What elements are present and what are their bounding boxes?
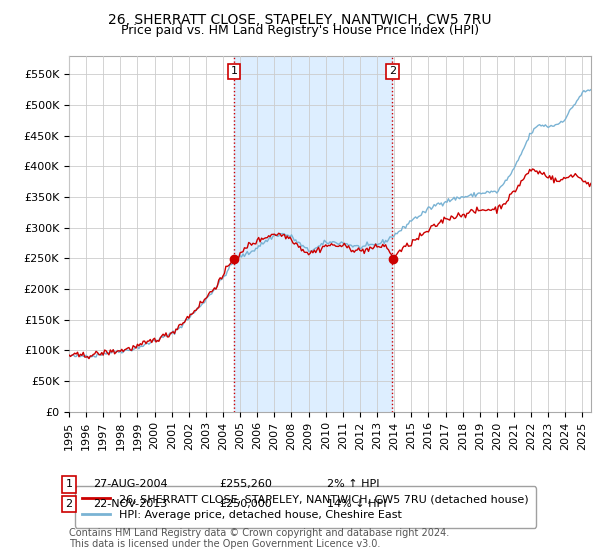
Text: £250,000: £250,000 — [219, 499, 272, 509]
Text: 26, SHERRATT CLOSE, STAPELEY, NANTWICH, CW5 7RU: 26, SHERRATT CLOSE, STAPELEY, NANTWICH, … — [108, 13, 492, 27]
Bar — [234, 56, 392, 412]
Legend: 26, SHERRATT CLOSE, STAPELEY, NANTWICH, CW5 7RU (detached house), HPI: Average p: 26, SHERRATT CLOSE, STAPELEY, NANTWICH, … — [74, 487, 536, 528]
Text: 2: 2 — [389, 66, 396, 76]
Text: 1: 1 — [230, 66, 238, 76]
Text: Contains HM Land Registry data © Crown copyright and database right 2024.
This d: Contains HM Land Registry data © Crown c… — [69, 528, 449, 549]
Text: 14% ↓ HPI: 14% ↓ HPI — [327, 499, 386, 509]
Text: 1: 1 — [65, 479, 73, 489]
Text: 2: 2 — [65, 499, 73, 509]
Text: 27-AUG-2004: 27-AUG-2004 — [93, 479, 167, 489]
Text: £255,260: £255,260 — [219, 479, 272, 489]
Text: Price paid vs. HM Land Registry's House Price Index (HPI): Price paid vs. HM Land Registry's House … — [121, 24, 479, 37]
Text: 22-NOV-2013: 22-NOV-2013 — [93, 499, 167, 509]
Text: 2% ↑ HPI: 2% ↑ HPI — [327, 479, 380, 489]
